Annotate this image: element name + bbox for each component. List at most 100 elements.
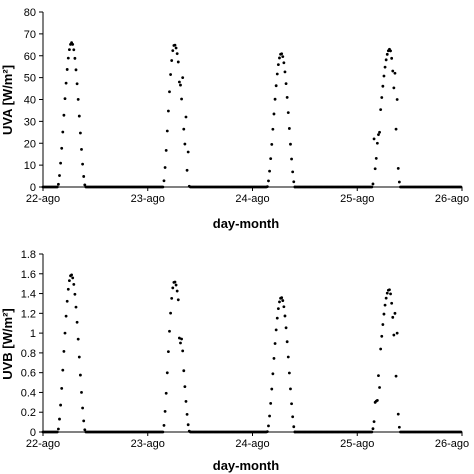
uvb-data-point <box>391 315 395 319</box>
uva-y-tick-label: 80 <box>24 7 36 19</box>
uva-data-point <box>163 166 167 169</box>
uvb-data-point <box>186 423 190 427</box>
uva-data-point <box>285 95 289 99</box>
uvb-chart-panel: UVB [W/m²] day-month 0 0.2 0.4 0.6 0.8 1 1.2 1.… <box>0 249 469 473</box>
uvb-data-point <box>80 390 83 394</box>
uva-data-point <box>378 130 381 134</box>
uva-data-point <box>272 112 276 116</box>
uvb-data-point <box>64 314 68 318</box>
uva-data-point <box>176 60 180 64</box>
uva-data-point <box>166 109 170 113</box>
uva-x-tick-label: 22-ago <box>26 193 60 205</box>
uva-data-point <box>82 175 86 178</box>
uvb-data-point <box>382 312 386 316</box>
uva-data-point <box>173 43 177 47</box>
uva-data-point <box>372 137 376 141</box>
uvb-data-point <box>275 316 279 320</box>
uvb-data-point <box>283 314 287 318</box>
uvb-data-point <box>388 288 391 292</box>
uva-data-point <box>397 180 401 184</box>
uvb-data-point <box>66 287 70 291</box>
uvb-data-point <box>459 430 463 434</box>
uvb-data-point <box>383 303 387 307</box>
uva-data-point <box>269 157 273 161</box>
uva-data-point <box>393 71 397 75</box>
uva-data-point <box>371 182 375 186</box>
uva-data-point <box>373 167 377 171</box>
uvb-data-point <box>392 333 396 337</box>
uva-data-point <box>61 130 65 134</box>
uvb-y-tick-label: 0.2 <box>21 407 36 419</box>
uvb-data-point <box>76 337 80 341</box>
uvb-data-point <box>278 300 281 304</box>
uva-data-point <box>179 83 182 87</box>
uvb-data-point <box>55 430 59 434</box>
uva-data-point <box>171 49 175 53</box>
uva-data-point <box>286 111 290 114</box>
uvb-data-point <box>161 430 165 434</box>
uva-data-point <box>271 127 275 131</box>
uva-data-point <box>65 68 69 71</box>
uva-data-point <box>58 174 61 177</box>
uvb-data-point <box>377 374 380 378</box>
uva-data-point <box>381 84 385 88</box>
uvb-data-point <box>267 424 270 428</box>
uvb-data-point <box>265 430 269 434</box>
uvb-x-tick-label: 23-ago <box>131 438 165 450</box>
uvb-y-tick-label: 0.6 <box>21 368 36 380</box>
uva-data-point <box>289 142 292 146</box>
uvb-data-point <box>74 305 78 309</box>
uvb-data-point <box>273 342 277 345</box>
uva-data-point <box>267 179 270 183</box>
uvb-data-point <box>292 425 296 429</box>
uvb-data-point <box>397 425 401 429</box>
uva-data-point <box>390 56 394 60</box>
uvb-x-axis-label: day-month <box>213 458 280 473</box>
uvb-data-point <box>384 296 388 300</box>
uva-data-point <box>184 115 188 119</box>
uva-data-point <box>280 52 284 56</box>
uvb-data-point <box>281 299 285 302</box>
uva-data-point <box>394 127 398 131</box>
uvb-data-point <box>285 340 289 344</box>
uva-data-point <box>459 185 463 189</box>
uva-data-point <box>384 58 388 62</box>
uvb-data-point <box>379 347 383 351</box>
uvb-data-point <box>72 283 76 286</box>
uva-data-point <box>273 97 277 101</box>
uvb-data-point <box>71 276 75 280</box>
uva-data-point <box>268 169 271 173</box>
uva-data-point <box>370 185 374 189</box>
uvb-data-point <box>168 329 171 333</box>
uva-data-point <box>168 90 171 94</box>
uva-data-point <box>292 180 296 184</box>
uva-data-point <box>375 141 379 145</box>
uva-data-point <box>379 108 383 112</box>
uvb-data-point <box>393 311 397 315</box>
uvb-data-point <box>371 427 375 431</box>
uvb-data-point <box>268 414 271 418</box>
uvb-data-point <box>380 334 384 338</box>
uva-data-point <box>287 127 291 130</box>
uva-data-point <box>62 113 66 117</box>
uva-data-point <box>63 97 67 101</box>
uva-x-tick-label: 24-ago <box>235 193 269 205</box>
uvb-data-point <box>272 356 276 360</box>
uva-data-point <box>281 55 285 58</box>
uva-data-point <box>162 179 166 183</box>
uvb-data-point <box>164 391 168 395</box>
uva-y-tick-label: 0 <box>30 182 36 194</box>
uvb-data-point <box>166 350 170 354</box>
uvb-data-point <box>77 355 81 359</box>
uvb-data-point <box>289 387 292 391</box>
uvb-data-point <box>389 292 392 296</box>
uva-data-point <box>164 148 168 152</box>
uvb-y-tick-label: 0.8 <box>21 348 36 360</box>
uva-x-axis-label: day-month <box>213 216 280 231</box>
uva-data-point <box>66 56 70 60</box>
uvb-data-point <box>181 349 185 353</box>
uva-data-point <box>180 97 183 101</box>
uvb-data-point <box>61 368 65 372</box>
uvb-data-point <box>270 387 274 391</box>
uva-y-tick-label: 40 <box>24 95 36 107</box>
